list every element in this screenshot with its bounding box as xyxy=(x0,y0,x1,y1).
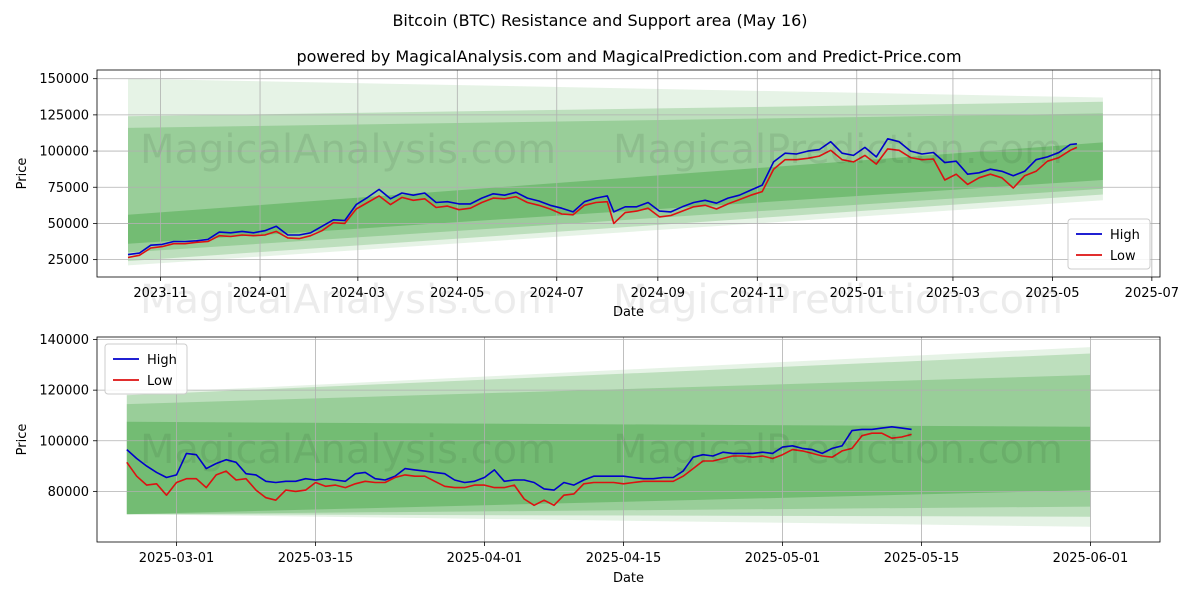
legend: High Low xyxy=(104,343,188,395)
legend-label-high: High xyxy=(147,353,177,368)
axes-frame xyxy=(96,69,1161,278)
x-tick-label: 2025-07 xyxy=(1125,286,1179,301)
watermark-mid-right: MagicalPrediction.com xyxy=(613,277,1063,323)
legend-label-low: Low xyxy=(147,374,173,389)
figure-title: Bitcoin (BTC) Resistance and Support are… xyxy=(392,11,807,30)
y-tick-label: 150000 xyxy=(39,72,89,87)
x-tick-label: 2025-03-15 xyxy=(278,551,354,566)
y-tick-label: 100000 xyxy=(39,434,89,449)
grid xyxy=(97,337,1160,542)
figure-subtitle: powered by MagicalAnalysis.com and Magic… xyxy=(296,47,961,66)
series-line-low xyxy=(127,146,1078,259)
y-axis-title: Price xyxy=(15,158,30,190)
x-tick-label: 2025-04-15 xyxy=(586,551,662,566)
bottom-chart: 2025-03-01 2025-03-15 2025-04-01 2025-04-15… xyxy=(15,333,1161,586)
y-tick-label: 50000 xyxy=(48,217,89,232)
y-tick-label: 120000 xyxy=(39,384,89,399)
legend-box xyxy=(1067,218,1151,270)
band-2 xyxy=(126,375,1091,515)
band-0 xyxy=(128,78,1103,266)
y-axis-title: Price xyxy=(15,424,30,456)
series-line-high xyxy=(127,138,1077,256)
x-tick-label: 2024-03 xyxy=(331,286,385,301)
y-tick-label: 25000 xyxy=(48,253,89,268)
watermark-layer: MagicalAnalysis.com MagicalPrediction.co… xyxy=(140,127,1063,473)
y-tick-label: 100000 xyxy=(39,145,89,160)
x-tick-label: 2024-11 xyxy=(730,286,784,301)
band-3 xyxy=(128,142,1103,244)
watermark-bottom-right: MagicalPrediction.com xyxy=(613,427,1063,473)
plot-content xyxy=(97,70,1160,277)
x-axis-title: Date xyxy=(613,571,644,586)
y-tick-label: 75000 xyxy=(48,181,89,196)
x-tick-label: 2024-07 xyxy=(530,286,584,301)
y-tick-label: 140000 xyxy=(39,333,89,348)
x-tick-label: 2025-03-01 xyxy=(139,551,215,566)
top-chart: 2023-11 2024-01 2024-03 2024-05 2024-07 2024-… xyxy=(15,69,1179,320)
x-tick-label: 2025-05-15 xyxy=(884,551,960,566)
series-line-low xyxy=(126,432,912,507)
x-tick-label: 2025-03 xyxy=(926,286,980,301)
grid xyxy=(97,70,1160,277)
band-1 xyxy=(128,101,1103,262)
x-tick-label: 2025-04-01 xyxy=(447,551,523,566)
x-tick-label: 2024-05 xyxy=(430,286,484,301)
watermark-mid-left: MagicalAnalysis.com xyxy=(140,277,556,323)
watermark-top-left: MagicalAnalysis.com xyxy=(140,127,556,173)
legend: High Low xyxy=(1067,218,1151,270)
plot-content xyxy=(97,337,1160,542)
band-1 xyxy=(126,353,1091,517)
legend-label-low: Low xyxy=(1110,249,1136,264)
x-tick-label: 2025-06-01 xyxy=(1053,551,1129,566)
series-line-high xyxy=(126,426,912,491)
x-axis-title: Date xyxy=(613,305,644,320)
x-tick-label: 2025-05 xyxy=(1025,286,1079,301)
watermark-bottom-left: MagicalAnalysis.com xyxy=(140,427,556,473)
y-tick-label: 80000 xyxy=(48,485,89,500)
plot-area xyxy=(97,337,1160,542)
watermark-top-right: MagicalPrediction.com xyxy=(613,127,1063,173)
x-tick-label: 2024-01 xyxy=(233,286,287,301)
y-tick-label: 125000 xyxy=(39,108,89,123)
x-tick-label: 2025-01 xyxy=(830,286,884,301)
axes-frame xyxy=(96,336,1161,543)
x-tick-label: 2024-09 xyxy=(631,286,685,301)
band-2 xyxy=(128,113,1103,253)
plot-area xyxy=(97,70,1160,277)
x-tick-label: 2023-11 xyxy=(133,286,187,301)
x-tick-label: 2025-05-01 xyxy=(745,551,821,566)
legend-box xyxy=(104,343,188,395)
legend-label-high: High xyxy=(1110,228,1140,243)
